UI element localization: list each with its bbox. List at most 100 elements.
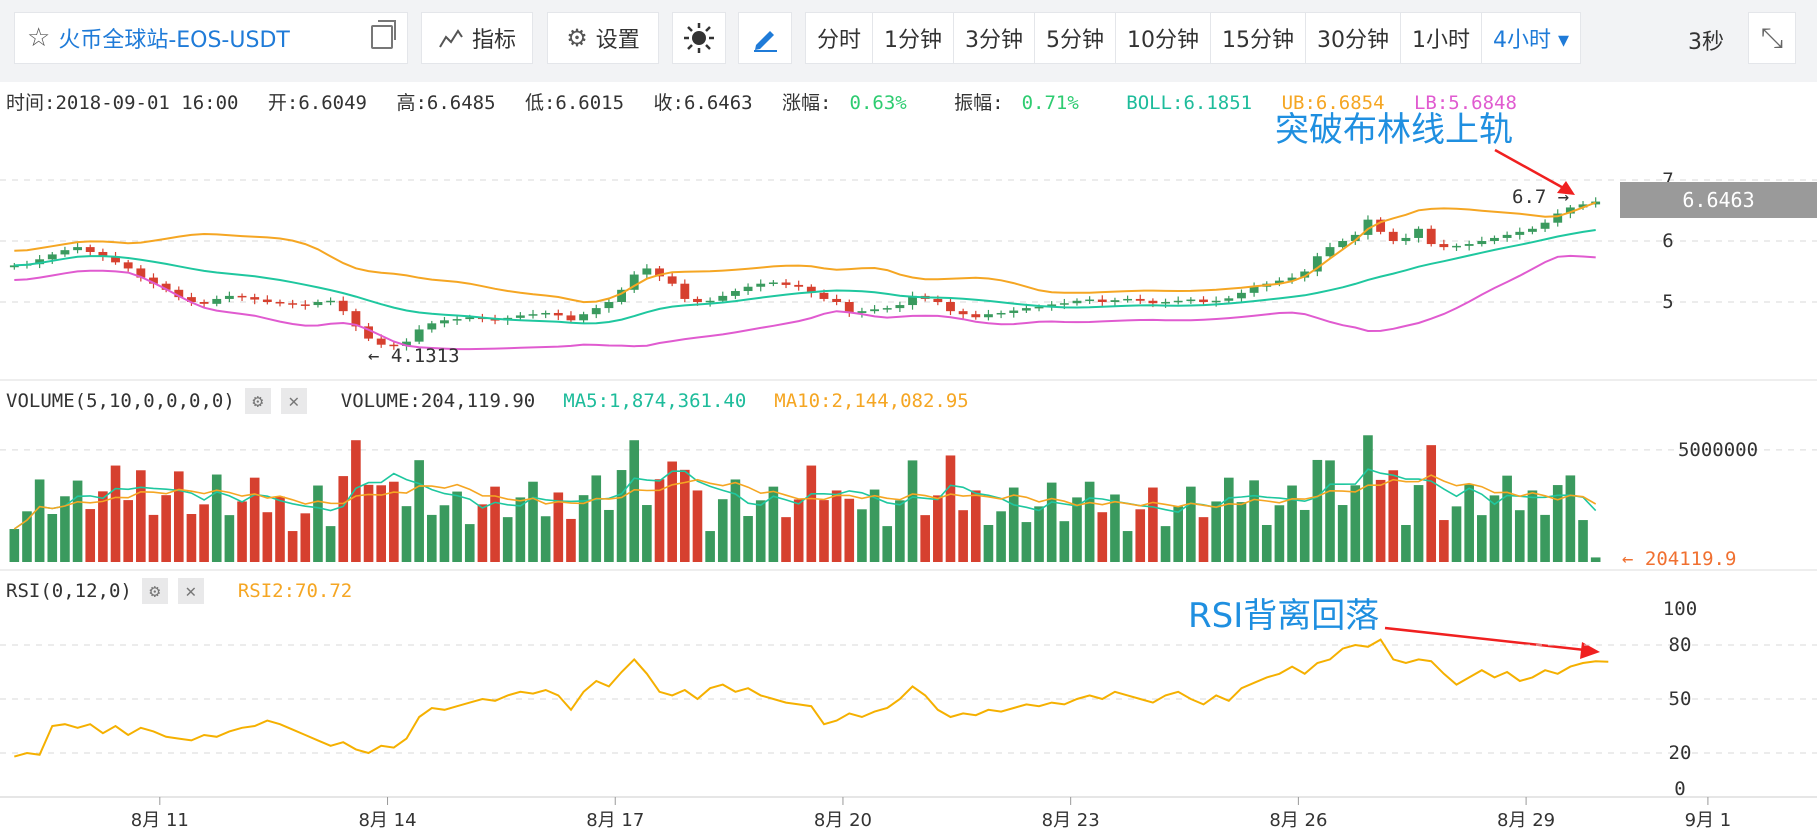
info-lb: LB:5.6848	[1413, 92, 1517, 114]
volume-bar	[844, 498, 855, 562]
candle-body	[440, 320, 449, 324]
period-4[interactable]: 10分钟	[1116, 13, 1212, 63]
candle-body	[288, 303, 298, 305]
info-amplitude: 振幅: 0.71%	[954, 92, 1097, 114]
volume-bar	[173, 471, 184, 562]
candle-body	[629, 274, 639, 290]
date-label-0: 8月 11	[131, 810, 189, 831]
info-open: 开:6.6049	[267, 92, 367, 114]
boll-mid-line	[14, 229, 1596, 325]
change-value: 0.63%	[849, 92, 907, 114]
volume-legend: VOLUME(5,10,0,0,0,0) ⚙ ✕ VOLUME:204,119.…	[6, 388, 969, 414]
period-6[interactable]: 30分钟	[1306, 13, 1402, 63]
volume-bar	[60, 496, 70, 562]
candle-body	[996, 312, 1006, 315]
candle-body	[680, 283, 690, 299]
volume-bar	[1287, 485, 1297, 562]
candle-body	[730, 291, 740, 296]
volume-bar	[1097, 512, 1108, 562]
candle-body	[1325, 247, 1335, 257]
candle-body	[705, 300, 715, 303]
volume-close-icon[interactable]: ✕	[280, 388, 307, 414]
volume-bar	[528, 481, 538, 562]
volume-bar	[515, 497, 526, 562]
candle-body	[781, 282, 791, 285]
date-label-4: 8月 23	[1042, 810, 1100, 831]
volume-bar	[819, 500, 829, 562]
candle-body	[832, 298, 842, 302]
volume-bar	[1072, 497, 1082, 562]
volume-bar	[1236, 502, 1247, 562]
candle-body	[515, 315, 525, 318]
volume-bar	[338, 476, 349, 562]
boll-break-arrow	[1494, 148, 1568, 192]
period-8[interactable]: 4小时 ▾	[1493, 28, 1570, 53]
rsi-indicator-name: RSI(0,12,0)	[6, 580, 132, 602]
rsi-tick-2: 50	[1669, 688, 1692, 710]
candle-body	[1097, 299, 1107, 302]
volume-bar	[439, 505, 450, 562]
candle-body	[465, 317, 475, 320]
rsi-tick-3: 80	[1669, 634, 1692, 656]
period-5[interactable]: 15分钟	[1211, 13, 1307, 63]
volume-bar	[781, 517, 791, 562]
volume-bar	[1008, 487, 1019, 562]
rsi-divergence-annotation: RSI背离回落	[1188, 596, 1380, 636]
volume-bar	[426, 514, 437, 562]
volume-gear-icon[interactable]: ⚙	[244, 388, 271, 414]
date-label-6: 8月 29	[1497, 810, 1555, 831]
rsi-close-icon[interactable]: ✕	[177, 578, 204, 604]
candle-body	[212, 298, 222, 304]
candle-body	[1527, 228, 1537, 232]
draw-button[interactable]	[738, 12, 792, 64]
candle-body	[819, 292, 829, 299]
volume-bar	[983, 524, 994, 562]
volume-bar	[490, 486, 500, 562]
star-icon[interactable]: ☆	[27, 23, 51, 53]
volume-bar	[389, 481, 399, 562]
volume-bar	[566, 518, 576, 562]
period-3[interactable]: 5分钟	[1035, 13, 1117, 63]
volume-bar	[604, 509, 614, 562]
candle-body	[237, 295, 247, 298]
period-0[interactable]: 分时	[806, 13, 874, 63]
candle-body	[541, 312, 551, 315]
period-1[interactable]: 1分钟	[873, 13, 955, 63]
volume-bar	[1249, 480, 1259, 562]
theme-toggle-button[interactable]	[672, 12, 726, 64]
settings-button[interactable]: ⚙ 设置	[547, 12, 659, 64]
volume-indicator-name: VOLUME(5,10,0,0,0,0)	[6, 390, 235, 412]
volume-bar	[616, 470, 627, 562]
candle-body	[1502, 234, 1512, 238]
candle-body	[1414, 228, 1423, 238]
copy-icon[interactable]	[371, 20, 396, 49]
candle-body	[667, 276, 677, 284]
candle-body	[364, 326, 373, 339]
candle-body	[300, 304, 310, 306]
volume-bar	[717, 499, 728, 562]
candle-body	[161, 283, 171, 290]
symbol-selector[interactable]: ☆ 火币全球站-EOS-USDT	[14, 12, 408, 64]
volume-bar	[629, 440, 640, 562]
candle-body	[1452, 245, 1461, 248]
rsi-gear-icon[interactable]: ⚙	[141, 578, 168, 604]
candle-body	[123, 262, 133, 269]
candle-body	[1388, 231, 1398, 241]
period-2[interactable]: 3分钟	[954, 13, 1036, 63]
volume-bar	[1186, 486, 1196, 562]
candle-body	[1515, 231, 1525, 235]
fullscreen-button[interactable]: ⤡	[1748, 12, 1796, 64]
volume-bar	[806, 465, 817, 562]
volume-bar	[540, 516, 551, 562]
volume-bar	[1375, 479, 1386, 562]
volume-bar	[1439, 520, 1449, 562]
candle-body	[1540, 222, 1550, 229]
info-high: 高:6.6485	[396, 92, 496, 114]
refresh-interval[interactable]: 3秒	[1688, 30, 1724, 55]
volume-tick: 5000000	[1678, 439, 1758, 461]
date-label-1: 8月 14	[358, 810, 416, 831]
indicator-button[interactable]: 指标	[421, 12, 533, 64]
price-tick-0: 5	[1662, 291, 1673, 313]
period-7[interactable]: 1小时	[1401, 13, 1483, 63]
